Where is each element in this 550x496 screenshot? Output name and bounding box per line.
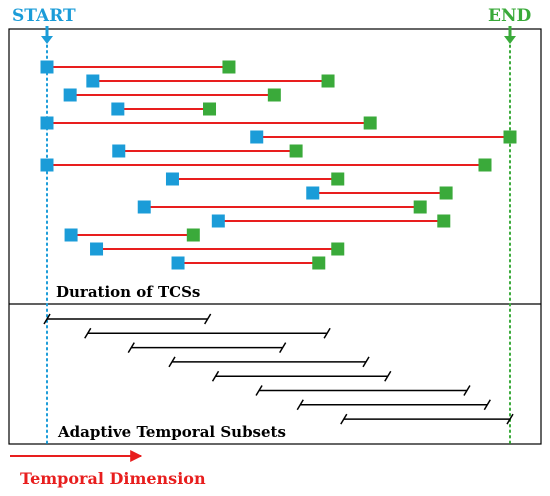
start-marker [64, 228, 78, 242]
duration-row [171, 256, 326, 270]
subset-end-tick [384, 370, 392, 382]
subset-row [168, 356, 370, 368]
subsets-caption: Adaptive Temporal Subsets [57, 423, 286, 441]
duration-row [40, 116, 377, 130]
subset-start-tick [127, 342, 135, 353]
duration-row [250, 130, 517, 144]
start-marker [165, 172, 179, 186]
duration-caption: Duration of TCSs [56, 283, 200, 301]
subset-start-tick [340, 413, 348, 425]
duration-row [111, 102, 217, 116]
start-marker [40, 116, 54, 130]
end-marker [321, 74, 335, 88]
subset-row [84, 327, 331, 339]
end-marker [437, 214, 451, 228]
duration-row [306, 186, 453, 200]
subset-end-tick [483, 399, 491, 411]
end-marker [186, 228, 200, 242]
end-marker [331, 172, 345, 186]
subset-start-tick [255, 385, 263, 396]
subset-start-tick [211, 370, 220, 382]
duration-row [63, 88, 281, 102]
duration-row [165, 172, 345, 186]
end-marker [503, 130, 517, 144]
subset-row [211, 370, 392, 382]
subset-rows [43, 313, 514, 425]
end-marker [312, 256, 326, 270]
start-marker [40, 60, 54, 74]
start-marker [250, 130, 264, 144]
start-marker [86, 74, 100, 88]
duration-row [64, 228, 200, 242]
subset-row [340, 413, 514, 425]
subset-row [255, 385, 471, 396]
duration-row [40, 158, 492, 172]
end-marker [413, 200, 427, 214]
end-marker [439, 186, 453, 200]
subset-start-tick [43, 313, 51, 325]
subset-end-tick [204, 313, 212, 325]
duration-rows [40, 60, 517, 270]
start-label: START [12, 6, 76, 26]
start-marker [63, 88, 77, 102]
diagram-frame [8, 28, 542, 445]
end-marker [267, 88, 281, 102]
start-marker [90, 242, 104, 256]
subset-end-tick [463, 385, 471, 396]
duration-row [137, 200, 427, 214]
subset-row [127, 342, 287, 353]
start-marker [111, 102, 125, 116]
end-marker [222, 60, 236, 74]
subset-start-tick [168, 356, 176, 368]
subset-end-tick [362, 356, 370, 368]
end-marker [363, 116, 377, 130]
start-marker [171, 256, 185, 270]
end-arrow-icon [504, 26, 516, 44]
start-marker [211, 214, 225, 228]
subset-row [43, 313, 212, 325]
end-marker [203, 102, 217, 116]
temporal-dimension-label: Temporal Dimension [20, 469, 206, 488]
subset-end-tick [279, 342, 287, 353]
start-marker [112, 144, 126, 158]
start-marker [306, 186, 320, 200]
subset-row [296, 399, 491, 411]
end-marker [478, 158, 492, 172]
subset-end-tick [506, 413, 514, 425]
subset-end-tick [323, 327, 331, 339]
start-marker [137, 200, 151, 214]
end-marker [289, 144, 303, 158]
start-arrow-icon [41, 26, 53, 44]
duration-row [112, 144, 303, 158]
subset-start-tick [84, 327, 92, 339]
duration-row [90, 242, 345, 256]
duration-row [40, 60, 236, 74]
duration-row [211, 214, 451, 228]
start-marker [40, 158, 54, 172]
end-marker [331, 242, 345, 256]
end-label: END [488, 6, 531, 26]
subset-start-tick [296, 399, 304, 411]
duration-row [86, 74, 335, 88]
